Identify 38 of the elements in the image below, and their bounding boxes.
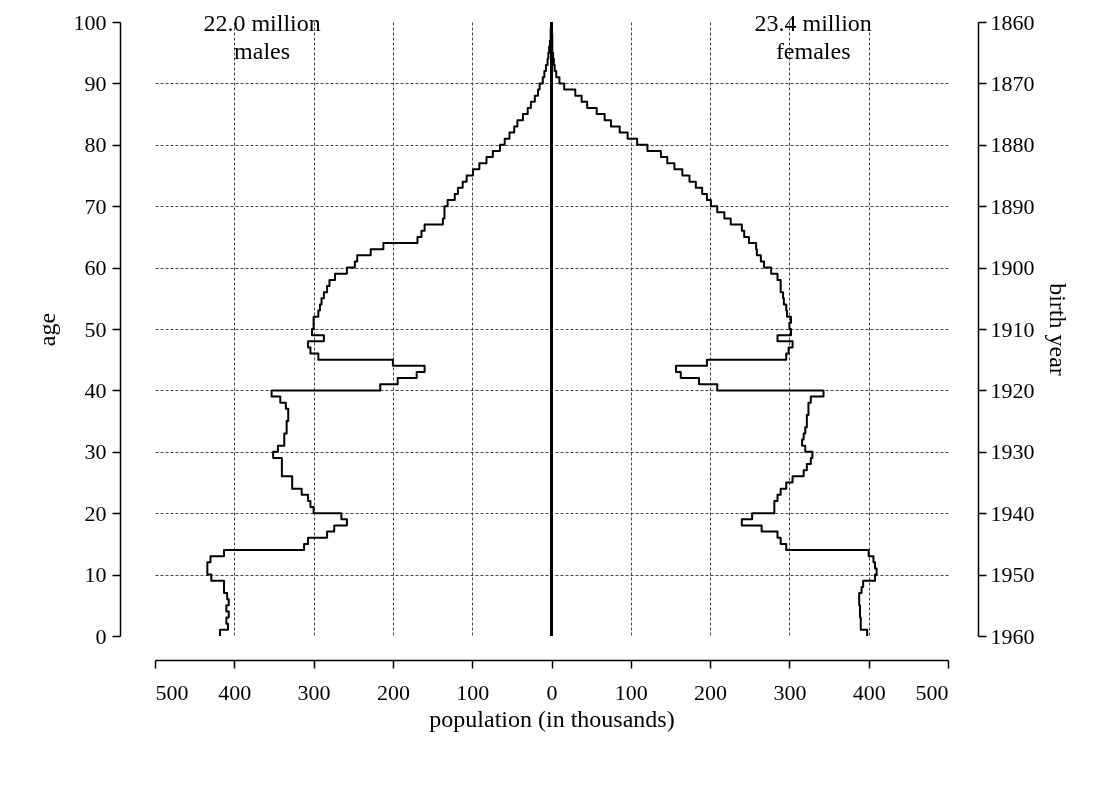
y-tick-label: 0 — [95, 623, 107, 649]
x-tick-label: 300 — [773, 679, 807, 705]
annotation: 22.0 million males — [203, 10, 321, 64]
y-tick-label: 50 — [84, 316, 107, 342]
x-axis-title: population (in thousands) — [429, 705, 675, 732]
y2-tick-label: 1940 — [990, 500, 1035, 526]
y2-tick-label: 1890 — [990, 193, 1035, 219]
x-tick-label: 100 — [614, 679, 648, 705]
y-tick-label: 20 — [84, 500, 107, 526]
y-tick-label: 60 — [84, 255, 107, 281]
x-tick-label: 200 — [376, 679, 410, 705]
y2-axis-title: birth year — [1044, 283, 1071, 376]
x-tick-label: 100 — [456, 679, 490, 705]
x-tick-label: 500 — [915, 679, 949, 705]
y-tick-label: 70 — [84, 193, 107, 219]
y-tick-label: 100 — [73, 9, 107, 35]
y-tick-label: 40 — [84, 377, 107, 403]
y2-tick-label: 1900 — [990, 255, 1035, 281]
y2-tick-label: 1910 — [990, 316, 1035, 342]
y-tick-label: 10 — [84, 562, 107, 588]
y-tick-label: 90 — [84, 70, 107, 96]
y-tick-label: 30 — [84, 439, 107, 465]
annotation: 23.4 million females — [754, 10, 872, 64]
y2-tick-label: 1920 — [990, 377, 1035, 403]
y-tick-label: 80 — [84, 132, 107, 158]
y-axis-title: age — [33, 312, 60, 347]
x-tick-label: 400 — [218, 679, 252, 705]
x-tick-label: 200 — [694, 679, 728, 705]
y2-tick-label: 1870 — [990, 70, 1035, 96]
y2-tick-label: 1880 — [990, 132, 1035, 158]
x-tick-label: 300 — [297, 679, 331, 705]
y2-tick-label: 1930 — [990, 439, 1035, 465]
x-tick-label: 400 — [852, 679, 886, 705]
y2-tick-label: 1960 — [990, 623, 1035, 649]
y2-tick-label: 1860 — [990, 9, 1035, 35]
x-tick-label: 500 — [155, 679, 189, 705]
y2-tick-label: 1950 — [990, 562, 1035, 588]
x-tick-label: 0 — [546, 679, 558, 705]
